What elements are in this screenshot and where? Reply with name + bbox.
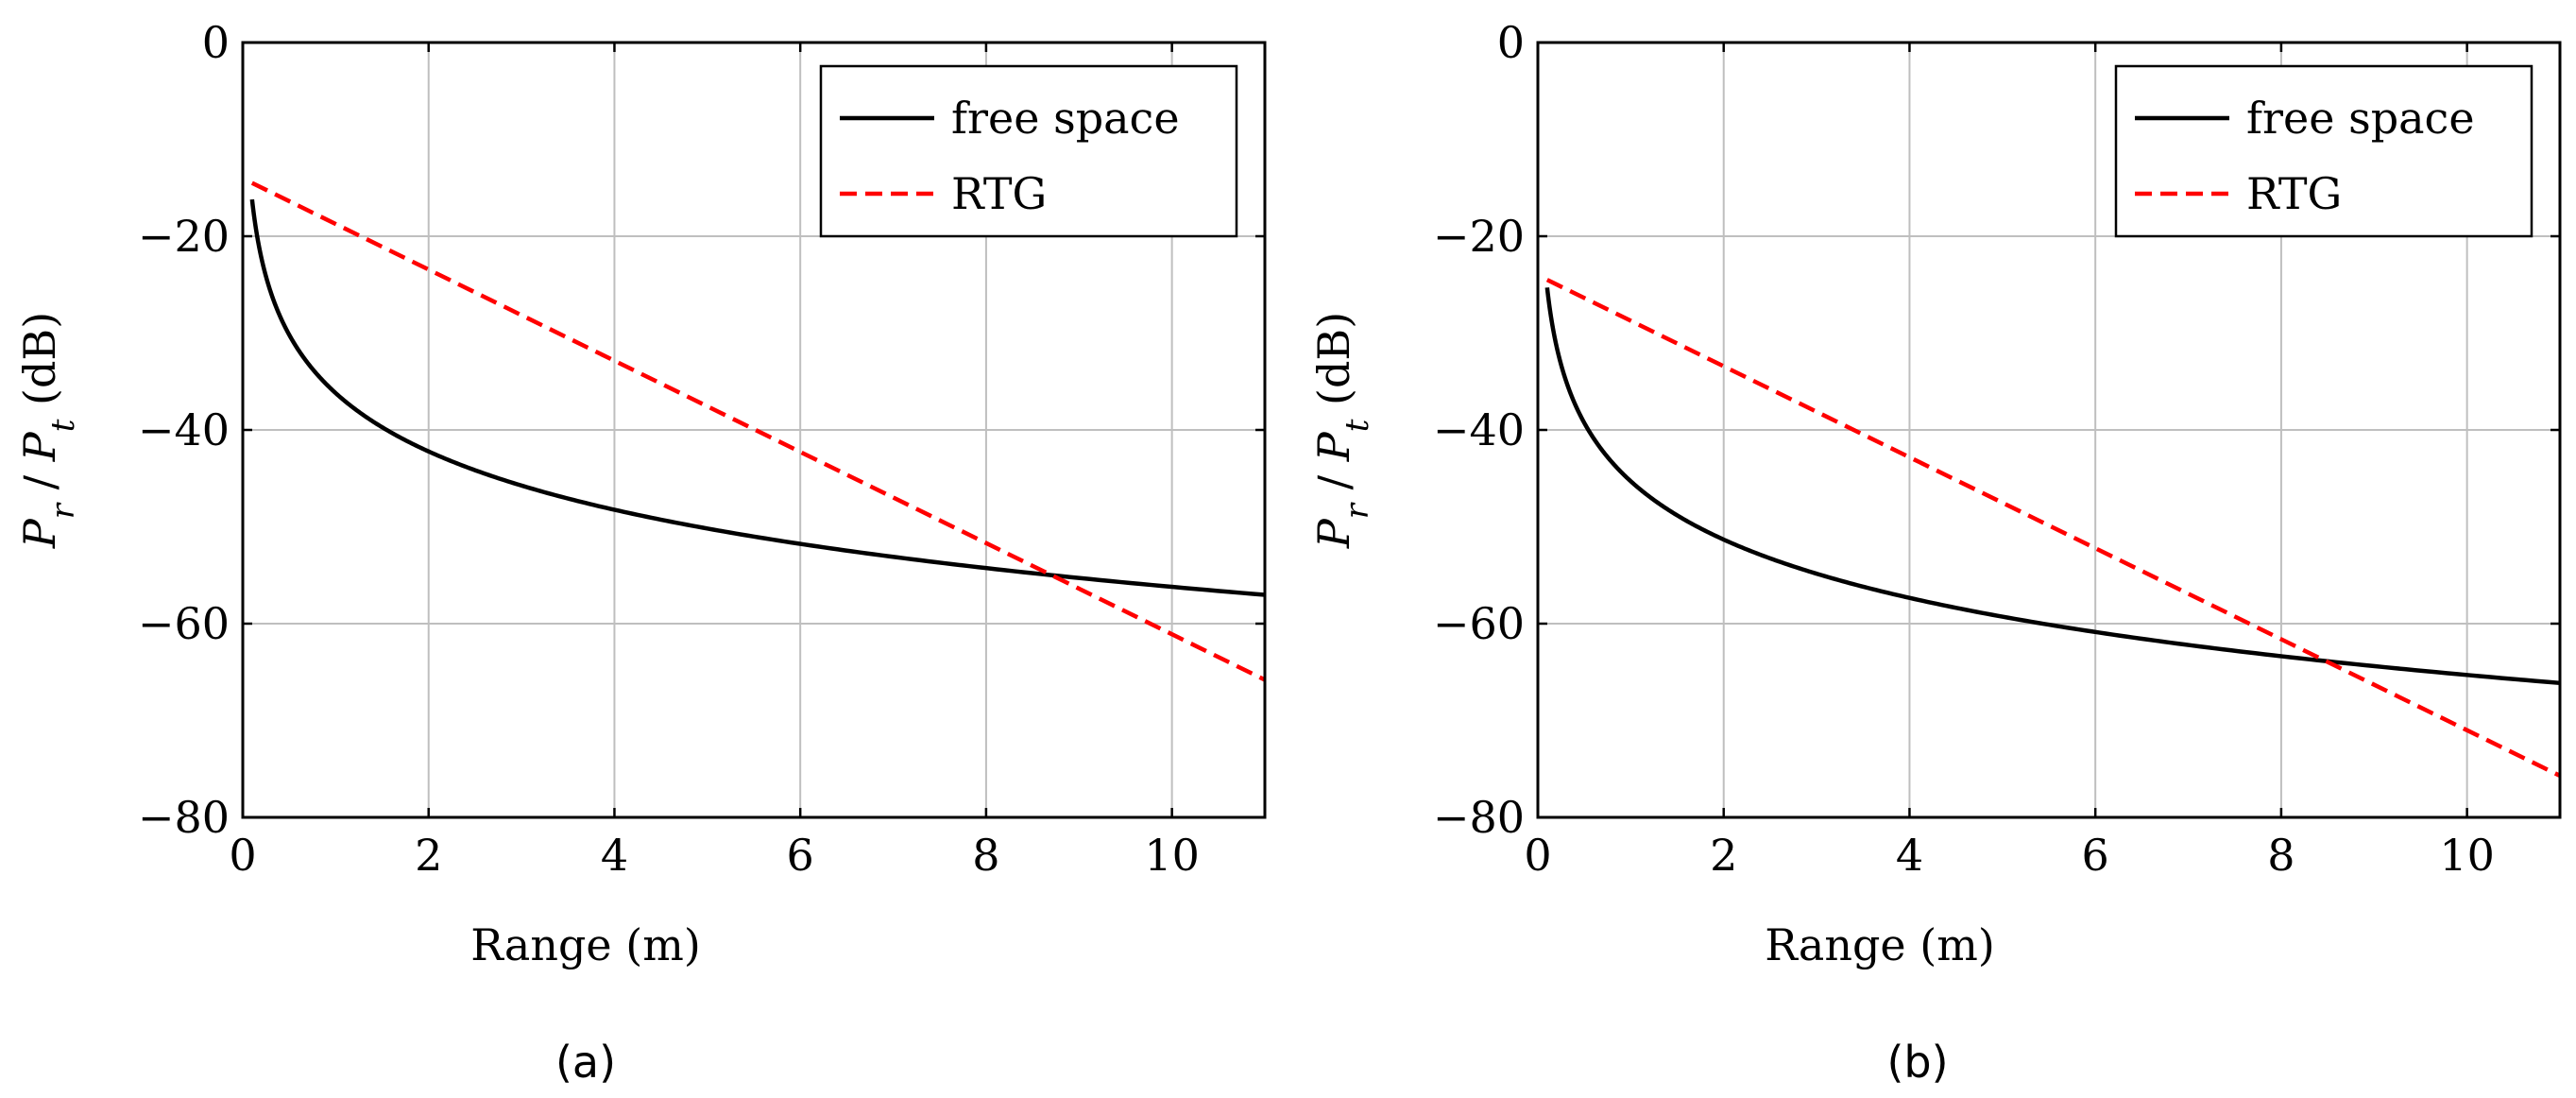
- y-tick-label: −60: [138, 598, 230, 649]
- y-tick-label: −20: [138, 211, 230, 262]
- y-axis-title: Pr / Pt (dB): [14, 312, 82, 549]
- series-line-free-space: [1544, 286, 2561, 686]
- y-axis-unit: (dB): [14, 312, 65, 420]
- legend-box: [2114, 64, 2533, 238]
- y-axis-subscript: t: [1339, 419, 1376, 432]
- y-axis-symbol: P: [1308, 431, 1359, 462]
- y-tick-label: −20: [1433, 211, 1525, 262]
- series-line-rtg: [1545, 278, 2561, 778]
- chart-panel-b: 0 2 4 6 8 10 0 −20 −40 −60 −80 Range (m) Pr / Pt (dB…: [1308, 17, 2562, 1088]
- x-tick-label: 6: [2082, 830, 2109, 881]
- x-tick-label: 0: [229, 830, 256, 881]
- panel-caption: (b): [1886, 1037, 1948, 1088]
- x-tick-label: 0: [1524, 830, 1551, 881]
- y-axis-symbol: P: [14, 431, 65, 462]
- y-tick-label: −80: [1433, 792, 1525, 843]
- y-tick-label: −40: [138, 404, 230, 455]
- legend-box: [819, 64, 1238, 238]
- x-tick-label: 8: [2267, 830, 2295, 881]
- y-axis-subscript: r: [1339, 502, 1376, 519]
- x-tick-label: 4: [1896, 830, 1923, 881]
- legend-label: free space: [2246, 93, 2475, 144]
- y-axis-subscript: r: [44, 502, 82, 519]
- x-tick-label: 2: [1710, 830, 1737, 881]
- series-line-rtg: [250, 180, 1266, 682]
- y-axis-unit: (dB): [1308, 312, 1359, 420]
- y-axis-separator: /: [1308, 461, 1359, 504]
- series-line-free-space: [249, 197, 1266, 597]
- x-axis-title: Range (m): [1765, 919, 1995, 970]
- chart-panel-a: 0 2 4 6 8 10 0 −20 −40 −60 −80 Range (m) Pr / Pt (dB…: [14, 17, 1267, 1088]
- y-tick-label: −60: [1433, 598, 1525, 649]
- legend-label: RTG: [951, 168, 1047, 219]
- x-axis-title: Range (m): [470, 919, 701, 970]
- y-axis-symbol: P: [14, 518, 65, 549]
- x-tick-label: 8: [972, 830, 999, 881]
- legend-label: RTG: [2246, 168, 2342, 219]
- x-tick-label: 6: [787, 830, 814, 881]
- panel-caption: (a): [555, 1037, 616, 1088]
- y-axis-separator: /: [14, 461, 65, 504]
- y-axis-symbol: P: [1308, 518, 1359, 549]
- y-tick-label: 0: [1497, 17, 1525, 68]
- x-tick-label: 4: [601, 830, 628, 881]
- legend-label: free space: [951, 93, 1180, 144]
- y-axis-subscript: t: [44, 419, 82, 432]
- y-tick-label: 0: [202, 17, 230, 68]
- y-tick-label: −40: [1433, 404, 1525, 455]
- y-tick-label: −80: [138, 792, 230, 843]
- x-tick-label: 10: [2439, 830, 2495, 881]
- x-tick-label: 2: [415, 830, 442, 881]
- x-tick-label: 10: [1144, 830, 1200, 881]
- y-axis-title: Pr / Pt (dB): [1308, 312, 1376, 549]
